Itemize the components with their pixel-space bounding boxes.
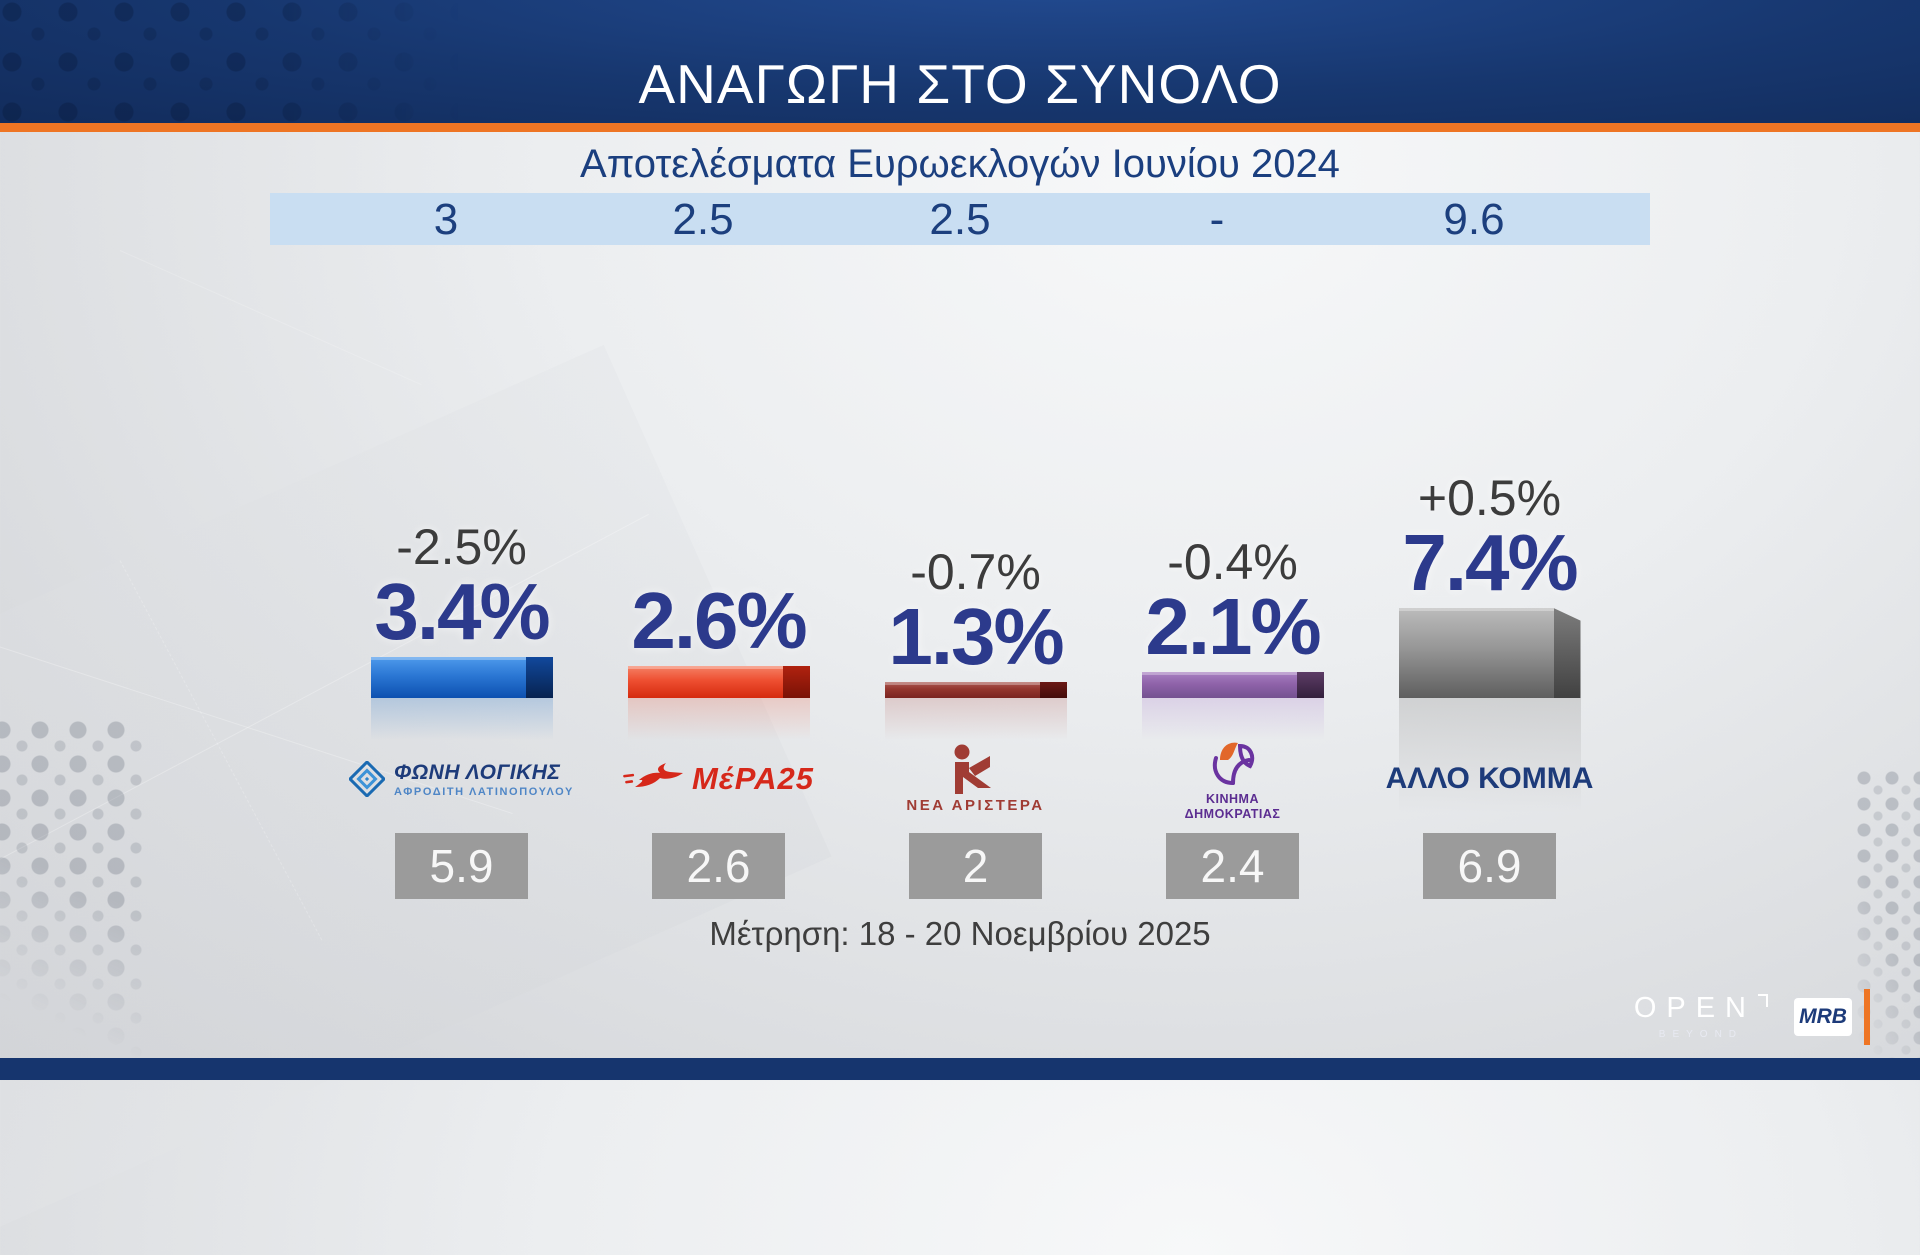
euro2024-results-row: 3 2.5 2.5 - 9.6 xyxy=(270,193,1650,245)
party-logo: ΑΛΛΟ ΚΟΜΜΑ xyxy=(1361,732,1618,826)
party-name: ΚΙΝΗΜΑ ΔΗΜΟΚΡΑΤΙΑΣ xyxy=(1184,792,1281,821)
party-column: 2.6% xyxy=(590,320,847,740)
party-percentage: 3.4% xyxy=(374,567,550,656)
bar-reflection xyxy=(627,698,810,740)
bottom-values-row: 5.9 2.6 2 2.4 6.9 xyxy=(395,833,1556,899)
nea-aristera-figure-icon xyxy=(954,744,991,794)
change-label: -2.5% xyxy=(396,519,527,575)
bar xyxy=(370,657,553,740)
open-logo-word: OPEN xyxy=(1634,994,1768,1023)
change-label: -0.4% xyxy=(1167,534,1298,590)
party-column: -2.5% 3.4% xyxy=(333,320,590,740)
orange-divider-rule xyxy=(0,123,1920,132)
euro2024-value: 9.6 xyxy=(1443,195,1505,244)
bar-reflection xyxy=(370,698,553,740)
party-percentage: 7.4% xyxy=(1402,518,1578,607)
bar-chart: -2.5% 3.4% 2.6% -0.7% 1.3% -0.4% 2.1% xyxy=(333,320,1618,813)
subtitle: Αποτελέσματα Ευρωεκλογών Ιουνίου 2024 xyxy=(580,142,1340,186)
bar-reflection xyxy=(884,698,1067,740)
party-logo: ΦΩΝΗ ΛΟΓΙΚΗΣ ΑΦΡΟΔΙΤΗ ΛΑΤΙΝΟΠΟΥΛΟΥ xyxy=(333,732,590,826)
open-logo: OPEN BEYOND xyxy=(1634,994,1768,1040)
bar-front-face xyxy=(1398,608,1554,698)
mera25-bird-icon xyxy=(623,763,684,787)
party-leader-name: ΑΦΡΟΔΙΤΗ ΛΑΤΙΝΟΠΟΥΛΟΥ xyxy=(394,785,574,798)
bar xyxy=(1398,608,1581,813)
bar xyxy=(627,666,810,740)
bottom-value-box: 2 xyxy=(909,833,1042,899)
bar-side-face xyxy=(1296,672,1324,698)
party-percentage: 1.3% xyxy=(888,592,1064,681)
bar xyxy=(884,682,1067,740)
foni-logikis-logo-icon xyxy=(349,761,386,797)
euro2024-value: 3 xyxy=(433,195,459,244)
bottom-value: 5.9 xyxy=(429,840,494,892)
open-logo-text: OPEN xyxy=(1633,992,1756,1024)
bar-front-face xyxy=(884,682,1040,698)
party-name: ΦΩΝΗ ΛΟΓΙΚΗΣ xyxy=(394,760,561,784)
change-label: +0.5% xyxy=(1417,470,1562,526)
party-column: -0.4% 2.1% xyxy=(1104,320,1361,740)
orange-bar-icon xyxy=(1864,989,1870,1045)
euro2024-value: 2.5 xyxy=(672,195,734,244)
party-logo: ΜέΡΑ25 xyxy=(590,732,847,826)
header-band: ΑΝΑΓΩΓΗ ΣΤΟ ΣΥΝΟΛΟ xyxy=(0,0,1920,123)
party-name: ΝΕΑ ΑΡΙΣΤΕΡΑ xyxy=(906,797,1045,814)
open-logo-beyond-text: BEYOND xyxy=(1658,1029,1744,1040)
bar-front-face xyxy=(1141,672,1297,698)
change-label: -0.7% xyxy=(910,544,1041,600)
bar-reflection xyxy=(1398,698,1581,813)
euro2024-value: - xyxy=(1209,195,1225,244)
bottom-value-box: 6.9 xyxy=(1423,833,1556,899)
bottom-value-box: 2.4 xyxy=(1166,833,1299,899)
bottom-value: 2 xyxy=(962,840,989,892)
bar-side-face xyxy=(1039,682,1067,698)
bottom-value-box: 2.6 xyxy=(652,833,785,899)
channel-branding: OPEN BEYOND MRB xyxy=(1634,985,1870,1049)
bottom-value: 2.6 xyxy=(686,840,751,892)
mrb-logo: MRB xyxy=(1794,998,1852,1036)
party-name: ΑΛΛΟ ΚΟΜΜΑ xyxy=(1385,762,1594,795)
page-title: ΑΝΑΓΩΓΗ ΣΤΟ ΣΥΝΟΛΟ xyxy=(638,53,1282,115)
bottom-value: 2.4 xyxy=(1200,840,1265,892)
mrb-logo-text: MRB xyxy=(1799,1005,1847,1028)
bar xyxy=(1141,672,1324,740)
bottom-value-box: 5.9 xyxy=(395,833,528,899)
open-logo-corner-icon xyxy=(1758,994,1768,1007)
bottom-value: 6.9 xyxy=(1457,840,1522,892)
party-percentage: 2.6% xyxy=(631,576,807,665)
bar-front-face xyxy=(627,666,783,698)
bar-side-face xyxy=(782,666,810,698)
party-logo: ΝΕΑ ΑΡΙΣΤΕΡΑ xyxy=(847,732,1104,826)
mrb-branding: MRB xyxy=(1794,989,1870,1045)
survey-date-caption: Μέτρηση: 18 - 20 Νοεμβρίου 2025 xyxy=(709,915,1211,952)
party-percentage: 2.1% xyxy=(1145,582,1321,671)
bar-reflection xyxy=(1141,698,1324,740)
party-name: ΜέΡΑ25 xyxy=(692,761,814,796)
party-logo: ΚΙΝΗΜΑ ΔΗΜΟΚΡΑΤΙΑΣ xyxy=(1104,732,1361,826)
bar-front-face xyxy=(370,657,526,698)
bar-side-face xyxy=(525,657,553,698)
party-logos-row: ΦΩΝΗ ΛΟΓΙΚΗΣ ΑΦΡΟΔΙΤΗ ΛΑΤΙΝΟΠΟΥΛΟΥ ΜέΡΑ25… xyxy=(333,732,1618,826)
party-column: -0.7% 1.3% xyxy=(847,320,1104,740)
euro2024-value: 2.5 xyxy=(929,195,991,244)
bar-side-face xyxy=(1553,608,1581,698)
party-column: +0.5% 7.4% xyxy=(1361,320,1618,813)
kinima-dimokratias-flower-icon xyxy=(1212,742,1254,786)
footer-band xyxy=(0,1058,1920,1080)
